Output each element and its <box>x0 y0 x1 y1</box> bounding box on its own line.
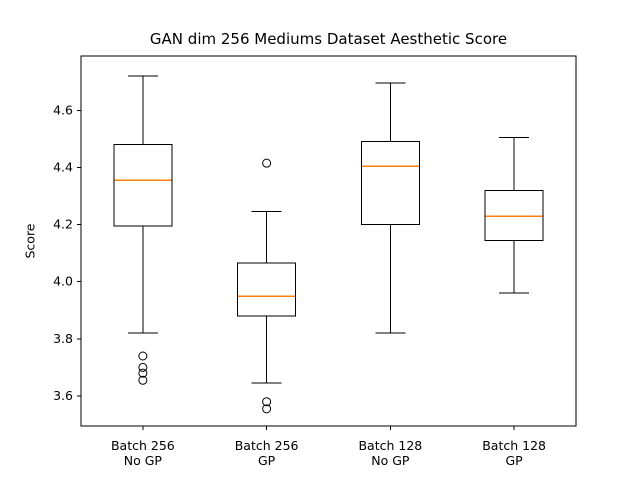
y-tick-label: 3.8 <box>53 331 73 346</box>
outlier-marker-batch-256-no-gp <box>138 351 148 361</box>
y-tick-label: 3.6 <box>53 388 73 403</box>
x-tick-label-line2-batch-128-no-gp: No GP <box>371 453 410 468</box>
iqr-box-batch-256-gp <box>237 262 297 317</box>
x-tick-label-line2-batch-128-gp: GP <box>506 453 524 468</box>
y-tick-label: 4.0 <box>53 274 73 289</box>
x-tick-label-line1-batch-128-gp: Batch 128 <box>482 438 546 453</box>
x-tick-label-line1-batch-128-no-gp: Batch 128 <box>358 438 422 453</box>
x-tick-label-line2-batch-256-gp: GP <box>258 453 276 468</box>
iqr-box-batch-256-no-gp <box>113 144 173 227</box>
outlier-marker-batch-256-no-gp <box>138 362 148 372</box>
y-tick-label: 4.6 <box>53 102 73 117</box>
outlier-marker-batch-256-gp <box>262 404 272 414</box>
iqr-box-batch-128-no-gp <box>360 141 420 226</box>
x-tick-label-line1-batch-256-no-gp: Batch 256 <box>111 438 175 453</box>
outlier-marker-batch-256-gp <box>262 397 272 407</box>
outlier-marker-batch-256-gp <box>262 158 272 168</box>
y-tick-label: 4.4 <box>53 159 73 174</box>
x-tick-label-line1-batch-256-gp: Batch 256 <box>235 438 299 453</box>
axes-frame <box>80 55 577 427</box>
y-tick-label: 4.2 <box>53 217 73 232</box>
outlier-marker-batch-256-no-gp <box>138 368 148 378</box>
chart-title: GAN dim 256 Mediums Dataset Aesthetic Sc… <box>149 30 508 48</box>
outlier-marker-batch-256-no-gp <box>138 375 148 385</box>
x-tick-label-line2-batch-256-no-gp: No GP <box>124 453 163 468</box>
